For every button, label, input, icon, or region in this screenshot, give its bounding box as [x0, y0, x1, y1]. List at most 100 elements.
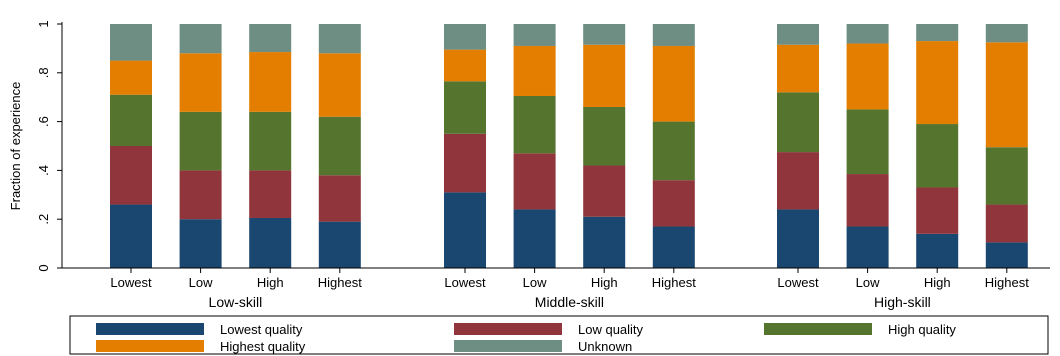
bar-segment	[110, 60, 152, 95]
bar-segment	[777, 24, 819, 45]
bar-group	[444, 24, 695, 268]
x-tick-label: High	[591, 275, 618, 290]
bar-segment	[318, 53, 361, 117]
x-tick-label: Low	[523, 275, 547, 290]
bar-segment	[249, 170, 292, 218]
bar-segment	[249, 217, 292, 268]
bar-segment	[916, 41, 959, 125]
bar-segment	[444, 133, 486, 193]
x-tick-label: High	[924, 275, 951, 290]
y-axis: 0 .2 .4 .6 .8 1	[36, 20, 63, 272]
group-label: Low-skill	[209, 294, 263, 310]
x-tick-label: Highest	[318, 275, 362, 290]
bar-segment	[110, 146, 152, 205]
bar-segment	[846, 109, 889, 175]
legend-swatch	[764, 323, 872, 335]
bar-segment	[110, 94, 152, 146]
bar-segment	[985, 147, 1028, 205]
bars-layer	[110, 24, 1028, 268]
bar-segment	[846, 174, 889, 227]
x-tick-label: Lowest	[444, 275, 486, 290]
bar-segment	[652, 121, 695, 181]
legend: Lowest quality Low quality High quality Hig…	[69, 315, 1049, 355]
legend-label: Highest quality	[220, 339, 306, 354]
legend-label: High quality	[888, 322, 956, 337]
bar-segment	[513, 24, 556, 46]
bar-segment	[318, 221, 361, 268]
bar-segment	[583, 106, 626, 166]
bar-segment	[916, 233, 959, 268]
bar-segment	[777, 92, 819, 153]
bar-segment	[110, 204, 152, 268]
bar-group	[777, 24, 1028, 268]
bar-segment	[583, 165, 626, 217]
bar-segment	[777, 152, 819, 210]
bar-group	[110, 24, 361, 268]
bar-segment	[444, 24, 486, 50]
legend-label: Low quality	[578, 322, 644, 337]
bar-segment	[249, 52, 292, 112]
x-tick-label: High	[257, 275, 284, 290]
x-axis: Lowest Low High Highest Low-skill Lowest Low Hi…	[62, 267, 1050, 310]
x-tick-label: Lowest	[777, 275, 819, 290]
bar-segment	[985, 24, 1028, 43]
y-tick-label: 0	[36, 264, 51, 271]
y-tick-label: .2	[36, 214, 51, 225]
bar-segment	[985, 42, 1028, 148]
bar-segment	[916, 187, 959, 234]
bar-segment	[249, 111, 292, 171]
group-label: Middle-skill	[535, 294, 604, 310]
bar-segment	[318, 116, 361, 176]
bar-segment	[179, 24, 222, 54]
y-axis-label: Fraction of experience	[8, 82, 23, 211]
bar-segment	[513, 95, 556, 154]
bar-segment	[846, 43, 889, 110]
bar-segment	[513, 45, 556, 96]
bar-segment	[444, 49, 486, 82]
legend-swatch	[454, 323, 562, 335]
x-tick-label: Lowest	[110, 275, 152, 290]
bar-segment	[179, 170, 222, 220]
legend-label: Unknown	[578, 339, 632, 354]
bar-segment	[846, 226, 889, 268]
bar-segment	[318, 175, 361, 222]
bar-segment	[985, 204, 1028, 243]
bar-segment	[777, 44, 819, 93]
bar-segment	[652, 24, 695, 46]
bar-segment	[652, 226, 695, 268]
x-tick-label: Low	[189, 275, 213, 290]
bar-segment	[179, 111, 222, 171]
legend-swatch	[454, 340, 562, 352]
y-tick-label: .6	[36, 116, 51, 127]
bar-segment	[444, 81, 486, 134]
bar-segment	[179, 219, 222, 268]
bar-segment	[318, 24, 361, 54]
bar-segment	[110, 24, 152, 61]
bar-segment	[513, 209, 556, 268]
group-label: High-skill	[874, 294, 931, 310]
y-tick-label: .4	[36, 165, 51, 176]
bar-segment	[179, 53, 222, 112]
bar-segment	[846, 24, 889, 44]
bar-segment	[652, 180, 695, 227]
bar-segment	[249, 24, 292, 53]
bar-segment	[583, 216, 626, 268]
legend-label: Lowest quality	[220, 322, 303, 337]
bar-segment	[985, 242, 1028, 268]
x-tick-label: Low	[856, 275, 880, 290]
bar-segment	[583, 44, 626, 107]
bar-segment	[777, 209, 819, 268]
bar-segment	[916, 24, 959, 42]
bar-segment	[583, 24, 626, 45]
bar-segment	[513, 153, 556, 210]
legend-swatch	[96, 340, 204, 352]
bar-segment	[652, 45, 695, 122]
x-tick-label: Highest	[985, 275, 1029, 290]
y-tick-label: .8	[36, 67, 51, 78]
bar-segment	[916, 124, 959, 188]
legend-swatch	[96, 323, 204, 335]
y-tick-label: 1	[36, 20, 51, 27]
x-tick-label: Highest	[652, 275, 696, 290]
bar-segment	[444, 192, 486, 268]
